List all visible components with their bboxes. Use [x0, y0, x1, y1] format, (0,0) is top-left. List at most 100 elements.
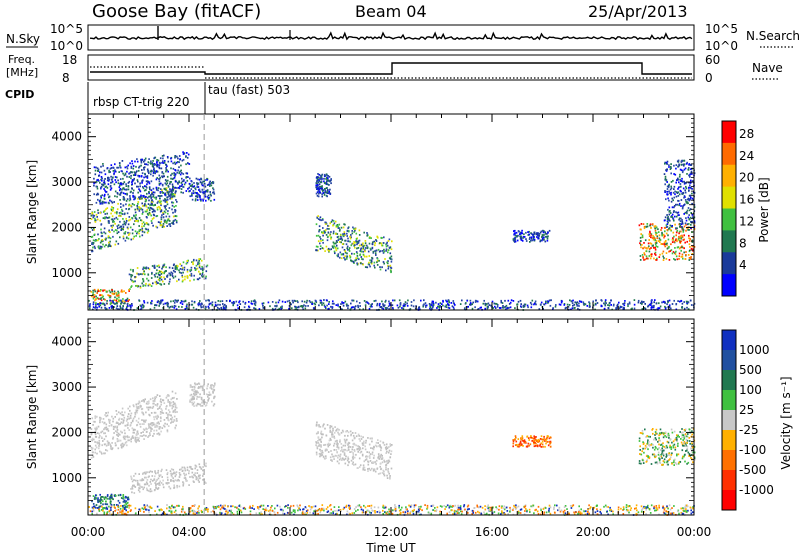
scatter-cell: [387, 471, 390, 473]
scatter-cell: [610, 299, 612, 302]
scatter-cell: [569, 299, 571, 302]
scatter-cell: [347, 227, 349, 230]
scatter-cell: [107, 183, 110, 186]
scatter-cell: [134, 230, 137, 233]
scatter-cell: [299, 305, 302, 308]
scatter-cell: [121, 213, 124, 215]
scatter-cell: [136, 436, 138, 439]
scatter-cell: [148, 427, 150, 429]
scatter-cell: [580, 301, 582, 303]
scatter-cell: [172, 276, 175, 279]
scatter-cell: [327, 175, 329, 177]
scatter-cell: [169, 182, 171, 185]
scatter-cell: [135, 434, 138, 436]
scatter-cell: [308, 300, 311, 302]
scatter-cell: [337, 454, 340, 457]
scatter-cell: [378, 304, 381, 307]
scatter-cell: [665, 243, 667, 245]
scatter-cell: [347, 431, 350, 434]
scatter-cell: [654, 239, 656, 241]
scatter-cell: [93, 166, 96, 169]
scatter-cell: [333, 245, 335, 248]
scatter-cell: [332, 246, 334, 249]
scatter-cell: [359, 250, 362, 252]
scatter-cell: [623, 302, 626, 304]
freq-trace: [90, 62, 692, 75]
scatter-cell: [201, 182, 203, 184]
scatter-cell: [368, 302, 370, 305]
scatter-cell: [671, 213, 674, 216]
scatter-cell: [364, 255, 366, 258]
scatter-cell: [141, 234, 144, 237]
scatter-cell: [373, 445, 375, 448]
scatter-cell: [172, 211, 174, 214]
scatter-cell: [142, 306, 144, 309]
scatter-cell: [122, 494, 125, 496]
scatter-cell: [132, 437, 134, 439]
scatter-cell: [354, 307, 356, 310]
scatter-cell: [681, 234, 683, 237]
scatter-cell: [127, 424, 129, 426]
scatter-cell: [134, 280, 136, 283]
scatter-cell: [136, 424, 139, 426]
scatter-cell: [211, 303, 214, 306]
scatter-cell: [114, 179, 117, 181]
scatter-cell: [680, 249, 682, 252]
scatter-cell: [356, 300, 358, 303]
scatter-cell: [679, 183, 682, 185]
scatter-cell: [351, 463, 354, 465]
scatter-cell: [392, 299, 394, 302]
scatter-cell: [689, 186, 692, 189]
scatter-cell: [152, 193, 155, 196]
nsky-tick-top: 10^5: [50, 22, 83, 36]
scatter-cell: [330, 236, 333, 239]
scatter-cell: [123, 499, 126, 502]
scatter-cell: [131, 160, 133, 162]
scatter-cell: [169, 273, 172, 276]
scatter-cell: [171, 473, 173, 475]
scatter-cell: [119, 220, 121, 223]
scatter-cell: [680, 199, 683, 201]
scatter-cell: [604, 304, 607, 307]
scatter-cell: [96, 179, 98, 182]
scatter-cell: [469, 304, 472, 306]
scatter-cell: [100, 496, 103, 498]
scatter-cell: [190, 188, 193, 190]
scatter-cell: [166, 165, 168, 168]
scatter-cell: [128, 417, 130, 420]
scatter-cell: [141, 172, 144, 175]
scatter-cell: [322, 424, 324, 427]
scatter-cell: [374, 470, 377, 473]
scatter-cell: [685, 229, 687, 232]
scatter-cell: [146, 210, 148, 213]
scatter-cell: [675, 231, 678, 234]
scatter-cell: [329, 443, 331, 446]
scatter-cell: [661, 233, 663, 235]
scatter-cell: [667, 238, 670, 241]
scatter-cell: [143, 471, 146, 474]
scatter-cell: [135, 441, 137, 444]
scatter-cell: [328, 444, 330, 446]
scatter-cell: [139, 185, 141, 188]
scatter-cell: [171, 189, 173, 192]
scatter-cell: [663, 257, 665, 259]
scatter-cell: [143, 231, 146, 234]
scatter-cell: [683, 164, 685, 167]
scatter-cell: [103, 179, 105, 182]
scatter-cell: [183, 466, 186, 469]
scatter-cell: [385, 466, 387, 469]
scatter-cell: [148, 207, 150, 210]
scatter-cell: [311, 301, 313, 304]
scatter-cell: [176, 486, 178, 489]
scatter-cell: [121, 188, 123, 191]
scatter-cell: [542, 307, 544, 310]
scatter-cell: [547, 235, 549, 238]
scatter-cell: [322, 219, 324, 221]
scatter-cell: [347, 307, 349, 310]
scatter-cell: [158, 178, 161, 180]
scatter-cell: [203, 190, 206, 193]
scatter-cell: [156, 483, 158, 485]
scatter-cell: [349, 256, 352, 259]
scatter-cell: [685, 185, 687, 188]
scatter-cell: [319, 185, 321, 188]
